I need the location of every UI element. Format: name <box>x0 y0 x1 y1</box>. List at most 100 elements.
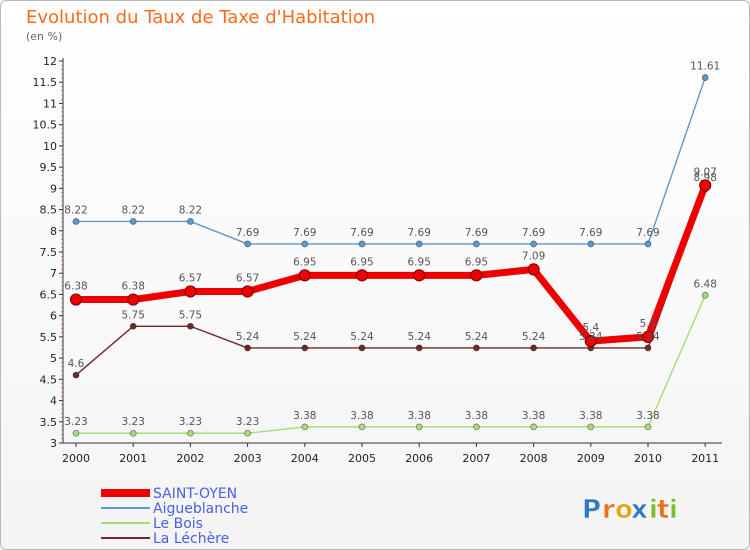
data-label: 3.23 <box>122 416 145 428</box>
data-label: 5.24 <box>579 331 603 343</box>
data-point <box>587 240 595 248</box>
data-label: 3.38 <box>408 410 431 422</box>
data-label: 5.24 <box>408 331 432 343</box>
data-point <box>530 423 537 431</box>
legend-label: Le Bois <box>153 516 203 532</box>
data-label: 5.24 <box>522 331 546 343</box>
y-tick-label: 8 <box>50 225 57 238</box>
data-label: 7.69 <box>408 227 431 239</box>
data-point <box>527 263 540 276</box>
x-tick-label: 2005 <box>348 452 376 465</box>
data-point <box>699 179 712 192</box>
data-point <box>587 423 595 431</box>
x-tick-label: 2001 <box>119 452 147 465</box>
data-point <box>184 285 197 298</box>
data-point <box>72 429 80 437</box>
data-label: 5.24 <box>293 331 317 343</box>
y-tick-label: 5.5 <box>40 331 58 344</box>
brand-letter: r <box>602 495 615 525</box>
brand-letter: x <box>631 495 648 525</box>
y-tick-label: 6 <box>50 310 57 323</box>
data-label: 7.09 <box>522 250 545 262</box>
brand-letter: o <box>615 495 633 525</box>
data-label: 7.69 <box>465 227 488 239</box>
data-label: 4.6 <box>68 358 85 370</box>
data-point <box>129 322 137 330</box>
data-label: 6.95 <box>350 256 373 268</box>
x-tick-label: 2002 <box>176 452 204 465</box>
y-tick-label: 7.5 <box>40 246 58 259</box>
data-point <box>472 344 480 352</box>
data-label: 5.24 <box>350 331 374 343</box>
x-tick-label: 2008 <box>520 452 548 465</box>
data-point <box>186 429 194 437</box>
x-tick-label: 2004 <box>291 452 319 465</box>
chart-subtitle: (en %) <box>26 30 62 43</box>
brand-letter: t <box>657 495 669 525</box>
data-point <box>69 293 83 306</box>
legend-label: La Léchère <box>153 531 229 547</box>
data-label: 5.24 <box>236 331 260 343</box>
data-point <box>244 240 252 248</box>
legend-label: Aigueblanche <box>153 501 248 517</box>
data-point <box>641 330 655 343</box>
data-label: 8.22 <box>64 204 87 216</box>
data-point <box>301 240 309 248</box>
data-label: 3.38 <box>293 410 316 422</box>
data-label: 8.22 <box>179 204 202 216</box>
data-point <box>298 269 311 282</box>
data-labels: 8.22 8.22 8.22 7.69 7.69 7.69 7.69 7.69 7.69 7.69… <box>64 61 720 429</box>
data-label: 5.4 <box>582 322 599 334</box>
y-tick-label: 6.5 <box>40 288 58 301</box>
data-point <box>244 429 252 437</box>
brand-letter: i <box>669 495 678 525</box>
data-label: 7.69 <box>293 227 316 239</box>
data-label: 3.23 <box>236 416 259 428</box>
data-label: 5.24 <box>465 331 489 343</box>
data-label: 5.75 <box>122 309 145 321</box>
x-tick-label: 2007 <box>462 452 490 465</box>
data-point <box>530 344 537 352</box>
x-tick-label: 2011 <box>691 452 719 465</box>
y-tick-label: 10 <box>43 140 57 153</box>
data-point <box>530 240 537 248</box>
series-line-2 <box>75 294 706 434</box>
y-tick-label: 12 <box>43 55 57 68</box>
series-line-1 <box>75 76 706 245</box>
data-label: 6.38 <box>64 281 87 293</box>
data-point <box>129 429 137 437</box>
data-label: 3.38 <box>465 410 488 422</box>
y-tick-label: 4.5 <box>40 373 58 386</box>
data-point <box>358 423 366 431</box>
data-label: 6.57 <box>179 272 202 284</box>
y-tick-label: 3.5 <box>40 416 58 429</box>
data-label: 11.61 <box>690 61 720 73</box>
y-tick-label: 11.5 <box>33 76 58 89</box>
data-label: 9.07 <box>694 166 717 178</box>
axes: 33.544.555.566.577.588.599.51010.51111.5… <box>33 55 722 465</box>
data-point <box>358 240 366 248</box>
data-label: 6.95 <box>293 256 316 268</box>
legend-label: SAINT-OYEN <box>153 486 237 502</box>
series-line-3 <box>75 188 706 376</box>
y-tick-label: 9.5 <box>40 161 58 174</box>
data-label: 7.69 <box>350 227 373 239</box>
chart-title: Evolution du Taux de Taxe d'Habitation <box>26 7 375 28</box>
y-tick-label: 10.5 <box>33 119 58 132</box>
y-tick-label: 3 <box>50 437 57 450</box>
data-label: 7.69 <box>522 227 545 239</box>
data-point <box>301 344 309 352</box>
series-lines <box>69 74 712 437</box>
data-point <box>413 269 426 282</box>
data-point <box>358 344 366 352</box>
y-tick-label: 9 <box>50 182 57 195</box>
data-label: 5.75 <box>179 309 202 321</box>
y-tick-label: 7 <box>50 267 57 280</box>
data-point <box>472 423 480 431</box>
x-tick-label: 2006 <box>405 452 433 465</box>
data-point <box>584 335 597 348</box>
x-tick-label: 2003 <box>234 452 262 465</box>
data-point <box>644 344 652 352</box>
